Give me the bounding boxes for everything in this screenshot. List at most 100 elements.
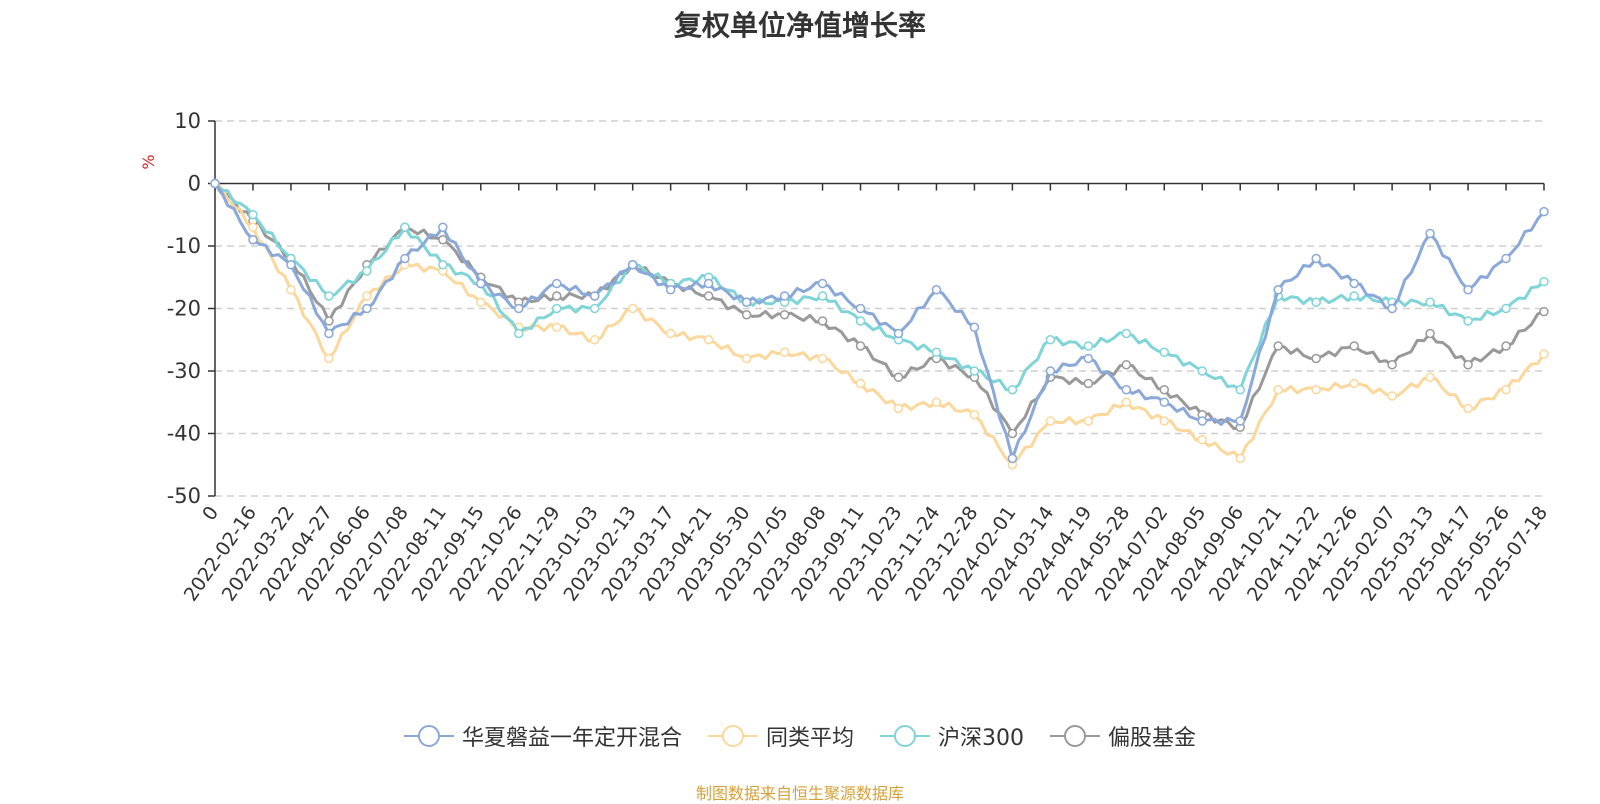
- legend-item[interactable]: 沪深300: [880, 720, 1024, 752]
- data-point: [1045, 366, 1056, 376]
- data-point: [1539, 276, 1549, 287]
- data-point: [1083, 378, 1094, 389]
- data-point: [741, 297, 752, 307]
- data-point: [1387, 391, 1397, 401]
- data-point: [1387, 360, 1397, 370]
- data-point: [855, 303, 866, 314]
- legend-label: 偏股基金: [1108, 726, 1197, 751]
- data-point: [931, 285, 942, 295]
- data-point: [1349, 291, 1359, 301]
- data-point: [1425, 372, 1435, 382]
- data-point: [1083, 416, 1094, 426]
- data-point: [817, 316, 828, 326]
- data-point: [1273, 385, 1283, 395]
- data-point: [703, 335, 714, 345]
- data-point: [362, 291, 372, 301]
- legend-label: 同类平均: [765, 726, 854, 751]
- data-point: [514, 303, 524, 314]
- data-point: [551, 303, 562, 314]
- data-point: [1349, 278, 1359, 289]
- series-line: [214, 182, 1546, 467]
- data-point: [1387, 303, 1397, 314]
- data-point: [1311, 353, 1321, 364]
- data-point: [817, 278, 828, 289]
- series-line: [213, 182, 1546, 460]
- data-point: [1121, 328, 1132, 339]
- data-point: [1501, 341, 1511, 351]
- source-note: 制图数据来自恒生聚源数据库: [695, 784, 904, 803]
- data-point: [665, 285, 676, 295]
- data-point: [551, 291, 562, 301]
- data-point: [969, 410, 980, 420]
- data-point: [1311, 297, 1321, 307]
- data-point: [248, 235, 258, 245]
- legend-item[interactable]: 偏股基金: [1050, 720, 1196, 752]
- data-point: [589, 291, 600, 301]
- data-point: [1197, 416, 1208, 426]
- chart-title: 复权单位净值增长率: [673, 9, 926, 42]
- data-point: [248, 222, 258, 232]
- data-point: [1083, 341, 1094, 351]
- data-point: [931, 397, 942, 407]
- legend-item[interactable]: 同类平均: [707, 720, 854, 752]
- data-point: [1539, 349, 1549, 359]
- y-axis-label: %: [139, 154, 158, 169]
- data-point: [1463, 316, 1473, 326]
- line-chart: 10 0 -10 -20 -30 -40 -50 02022-02-162022-03-22…: [139, 109, 1552, 605]
- legend-swatch: [1050, 725, 1100, 747]
- data-point: [362, 303, 372, 314]
- data-point: [324, 291, 334, 301]
- data-point: [703, 278, 714, 289]
- data-point: [893, 403, 904, 414]
- x-axis: 02022-02-162022-03-222022-04-272022-06-0…: [180, 182, 1552, 605]
- data-point: [1539, 306, 1549, 317]
- data-point: [931, 347, 942, 357]
- data-point: [1311, 253, 1321, 264]
- data-point: [438, 260, 448, 270]
- data-point: [324, 328, 334, 339]
- series-line: [213, 182, 1545, 392]
- data-point: [1425, 228, 1435, 239]
- data-point: [855, 316, 866, 326]
- data-point: [1197, 435, 1208, 445]
- data-point: [362, 266, 372, 276]
- data-point: [438, 235, 448, 245]
- y-axis-ticks: 10 0 -10 -20 -30 -40 -50: [167, 109, 216, 508]
- data-point: [1159, 397, 1170, 407]
- legend-swatch: [403, 725, 454, 747]
- data-point: [1159, 385, 1170, 395]
- data-point: [400, 222, 410, 232]
- data-point: [1045, 416, 1056, 426]
- legend-item[interactable]: 华夏磐益一年定开混合: [403, 720, 682, 752]
- data-point: [1311, 385, 1321, 395]
- data-point: [1045, 335, 1056, 345]
- data-point: [551, 322, 562, 332]
- data-point: [1539, 206, 1549, 217]
- data-point: [476, 278, 486, 289]
- data-point: [286, 260, 296, 270]
- data-point: [1349, 378, 1359, 389]
- legend-swatch: [880, 725, 930, 747]
- data-point: [817, 353, 828, 364]
- data-point: [589, 303, 600, 314]
- y-tick-label: -50: [167, 484, 201, 508]
- grid-lines: [215, 120, 1544, 497]
- data-point: [665, 328, 676, 339]
- data-point: [476, 297, 486, 307]
- data-point: [1197, 366, 1208, 376]
- y-tick-label: -20: [167, 297, 201, 321]
- data-point: [1235, 385, 1245, 395]
- data-point: [779, 310, 790, 320]
- data-point: [324, 316, 334, 326]
- data-point: [627, 260, 638, 270]
- data-point: [1159, 416, 1170, 426]
- data-point: [969, 322, 980, 332]
- data-point: [893, 328, 904, 339]
- data-point: [779, 291, 790, 301]
- data-point: [1159, 347, 1170, 357]
- data-point: [1425, 297, 1435, 307]
- data-point: [1083, 353, 1094, 364]
- legend-swatch: [707, 725, 758, 747]
- data-point: [400, 253, 410, 264]
